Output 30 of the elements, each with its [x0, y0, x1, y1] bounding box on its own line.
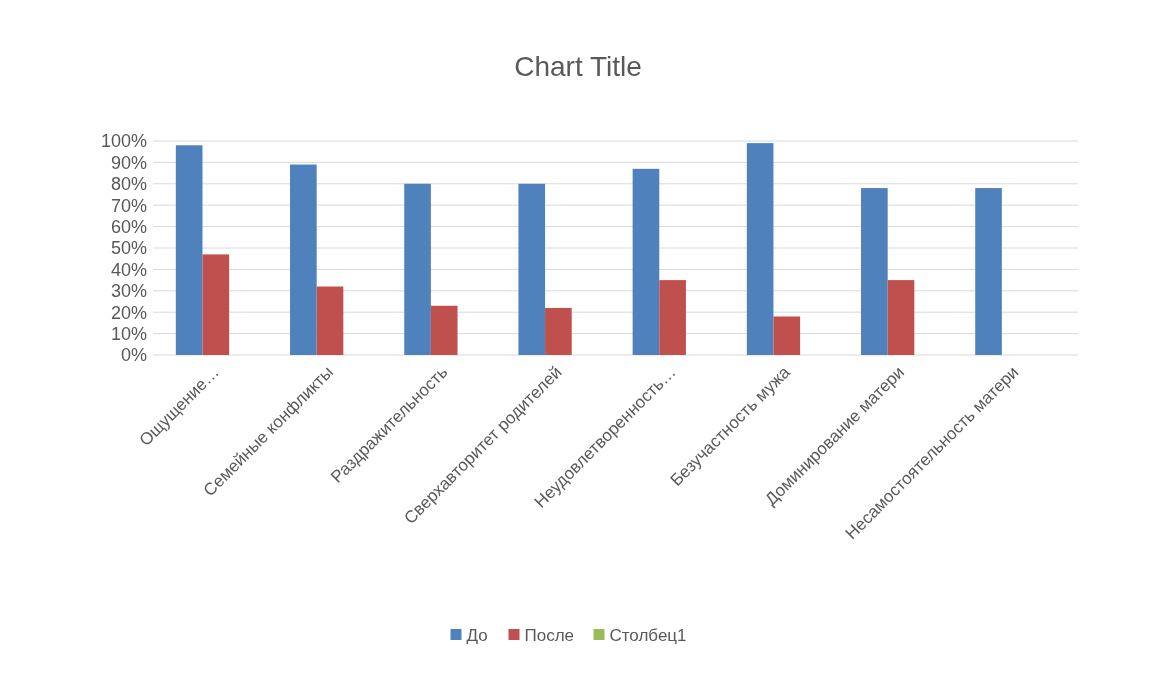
legend-label: До — [466, 625, 488, 645]
bar — [545, 307, 572, 355]
y-tick-label: 100% — [100, 131, 147, 152]
y-tick-label: 10% — [110, 323, 147, 344]
bar — [773, 316, 801, 355]
y-tick-label: 90% — [110, 152, 147, 173]
bar — [404, 183, 431, 355]
chart-title: Chart Title — [514, 51, 642, 82]
bar — [290, 164, 317, 355]
bar — [659, 280, 686, 355]
bar — [975, 188, 1002, 355]
y-tick-label: 50% — [110, 238, 147, 259]
bar — [518, 183, 546, 355]
legend-label: Столбец1 — [609, 625, 687, 645]
legend-label: После — [524, 625, 575, 645]
y-tick-label: 0% — [120, 345, 147, 366]
y-tick-label: 20% — [110, 302, 147, 323]
bar — [175, 145, 203, 355]
y-tick-label: 30% — [110, 281, 147, 302]
bar — [887, 280, 915, 355]
bar — [202, 254, 230, 355]
bar — [861, 188, 888, 355]
y-tick-label: 40% — [110, 259, 147, 280]
bar — [316, 286, 344, 355]
bar — [632, 168, 660, 355]
y-tick-label: 70% — [110, 195, 147, 216]
y-tick-label: 80% — [110, 174, 147, 195]
bar — [746, 143, 774, 355]
bar — [430, 305, 458, 355]
y-tick-label: 60% — [110, 216, 147, 237]
